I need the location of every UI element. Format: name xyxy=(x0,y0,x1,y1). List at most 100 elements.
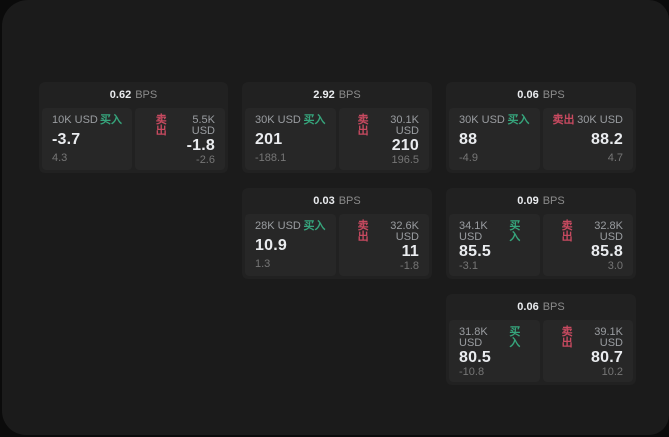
buy-notional: 31.8K USD xyxy=(459,326,488,349)
bps-header: 0.06 BPS xyxy=(446,82,636,108)
bps-value: 0.06 xyxy=(517,300,539,313)
buy-notional: 30K USD xyxy=(255,114,301,126)
sell-side-label: 卖出 xyxy=(561,326,573,349)
buy-quote-tile[interactable]: 10K USD 买入 -3.7 4.3 xyxy=(42,108,132,170)
sell-delta: 3.0 xyxy=(607,259,623,272)
quote-card-body: 30K USD 买入 201 -188.1 卖出 30.1K USD 210 1… xyxy=(242,108,432,173)
quote-card: 0.62 BPS 10K USD 买入 -3.7 4.3 卖出 5.5K USD… xyxy=(39,82,228,173)
buy-side-label: 买入 xyxy=(509,220,521,243)
buy-price: 85.5 xyxy=(459,243,491,260)
buy-notional: 34.1K USD xyxy=(459,220,488,243)
sell-quote-tile[interactable]: 卖出 30K USD 88.2 4.7 xyxy=(542,108,633,170)
bps-unit-label: BPS xyxy=(338,88,361,101)
buy-quote-tile[interactable]: 28K USD 买入 10.9 1.3 xyxy=(245,214,336,276)
buy-delta: 4.3 xyxy=(52,152,68,164)
quote-card: 0.06 BPS 30K USD 买入 88 -4.9 卖出 30K USD 8… xyxy=(446,82,636,173)
sell-notional: 32.8K USD xyxy=(594,220,623,243)
bps-value: 0.03 xyxy=(313,194,335,207)
sell-notional: 5.5K USD xyxy=(191,114,215,137)
sell-notional: 32.6K USD xyxy=(390,220,419,243)
bps-unit-label: BPS xyxy=(542,300,565,313)
sell-tile-top-row: 卖出 39.1K USD xyxy=(553,326,623,349)
quote-card-body: 28K USD 买入 10.9 1.3 卖出 32.6K USD 11 -1.8 xyxy=(242,214,432,279)
sell-price: 85.8 xyxy=(591,243,623,260)
sell-delta: 196.5 xyxy=(391,153,419,166)
buy-price: 80.5 xyxy=(459,349,491,366)
sell-tile-top-row: 卖出 5.5K USD xyxy=(145,115,215,137)
sell-delta: -1.8 xyxy=(400,259,419,272)
sell-delta: -2.6 xyxy=(196,153,215,166)
bps-unit-label: BPS xyxy=(338,194,361,207)
buy-quote-tile[interactable]: 30K USD 买入 201 -188.1 xyxy=(245,108,336,170)
buy-tile-top-row: 30K USD 买入 xyxy=(459,115,530,126)
quote-cards-grid: 0.62 BPS 10K USD 买入 -3.7 4.3 卖出 5.5K USD… xyxy=(39,82,636,385)
buy-tile-top-row: 30K USD 买入 xyxy=(255,115,326,126)
bps-value: 0.09 xyxy=(517,194,539,207)
quote-card: 0.09 BPS 34.1K USD 买入 85.5 -3.1 卖出 32.8K… xyxy=(446,188,636,279)
sell-side-label: 卖出 xyxy=(357,220,369,243)
sell-price: 210 xyxy=(391,137,419,154)
bps-value: 0.62 xyxy=(109,88,132,101)
sell-side-label: 卖出 xyxy=(155,114,167,137)
bps-header: 0.62 BPS xyxy=(39,82,228,108)
buy-quote-tile[interactable]: 30K USD 买入 88 -4.9 xyxy=(449,108,540,170)
sell-price: -1.8 xyxy=(186,137,215,154)
buy-quote-tile[interactable]: 31.8K USD 买入 80.5 -10.8 xyxy=(449,320,540,382)
bps-unit-label: BPS xyxy=(542,88,565,101)
buy-side-label: 买入 xyxy=(303,114,326,126)
buy-delta: 1.3 xyxy=(255,258,271,270)
sell-quote-tile[interactable]: 卖出 32.8K USD 85.8 3.0 xyxy=(542,214,633,276)
sell-side-label: 卖出 xyxy=(357,114,369,137)
quote-card: 0.06 BPS 31.8K USD 买入 80.5 -10.8 卖出 39.1… xyxy=(446,294,636,385)
quote-card: 0.03 BPS 28K USD 买入 10.9 1.3 卖出 32.6K US… xyxy=(242,188,432,279)
buy-quote-tile[interactable]: 34.1K USD 买入 85.5 -3.1 xyxy=(449,214,540,276)
buy-notional: 28K USD xyxy=(255,220,301,232)
sell-notional: 39.1K USD xyxy=(594,326,623,349)
buy-side-label: 买入 xyxy=(507,114,530,126)
sell-side-label: 卖出 xyxy=(552,114,575,126)
sell-quote-tile[interactable]: 卖出 32.6K USD 11 -1.8 xyxy=(338,214,429,276)
sell-price: 80.7 xyxy=(591,349,623,366)
buy-notional: 30K USD xyxy=(459,114,505,126)
buy-tile-top-row: 28K USD 买入 xyxy=(255,221,326,232)
buy-delta: -10.8 xyxy=(459,365,485,378)
quote-card-body: 30K USD 买入 88 -4.9 卖出 30K USD 88.2 4.7 xyxy=(446,108,636,173)
quote-card-body: 34.1K USD 买入 85.5 -3.1 卖出 32.8K USD 85.8… xyxy=(446,214,636,279)
buy-tile-top-row: 31.8K USD 买入 xyxy=(459,327,530,349)
quote-card-body: 31.8K USD 买入 80.5 -10.8 卖出 39.1K USD 80.… xyxy=(446,320,636,385)
bps-header: 0.09 BPS xyxy=(446,188,636,214)
sell-tile-top-row: 卖出 32.8K USD xyxy=(553,220,623,243)
buy-delta: -188.1 xyxy=(255,152,287,164)
buy-delta: -3.1 xyxy=(459,259,478,272)
sell-tile-top-row: 卖出 30.1K USD xyxy=(349,114,419,137)
buy-side-label: 买入 xyxy=(509,326,521,349)
buy-price: 201 xyxy=(255,130,283,148)
bps-unit-label: BPS xyxy=(135,88,158,101)
buy-tile-top-row: 10K USD 买入 xyxy=(52,115,122,126)
sell-notional: 30K USD xyxy=(577,114,623,126)
sell-price: 88.2 xyxy=(591,130,623,148)
bps-header: 0.03 BPS xyxy=(242,188,432,214)
sell-tile-top-row: 卖出 30K USD xyxy=(553,115,624,126)
buy-side-label: 买入 xyxy=(100,114,122,126)
quote-card: 2.92 BPS 30K USD 买入 201 -188.1 卖出 30.1K … xyxy=(242,82,432,173)
quote-card-body: 10K USD 买入 -3.7 4.3 卖出 5.5K USD -1.8 -2.… xyxy=(39,108,228,173)
sell-delta: 10.2 xyxy=(601,365,623,378)
bps-value: 0.06 xyxy=(517,88,539,101)
sell-notional: 30.1K USD xyxy=(390,114,419,137)
sell-price: 11 xyxy=(401,243,419,260)
sell-tile-top-row: 卖出 32.6K USD xyxy=(349,220,419,243)
buy-side-label: 买入 xyxy=(303,220,326,232)
buy-delta: -4.9 xyxy=(459,152,478,164)
sell-side-label: 卖出 xyxy=(561,220,573,243)
buy-notional: 10K USD xyxy=(52,114,98,126)
buy-tile-top-row: 34.1K USD 买入 xyxy=(459,221,530,243)
sell-quote-tile[interactable]: 卖出 5.5K USD -1.8 -2.6 xyxy=(135,108,225,170)
bps-value: 2.92 xyxy=(313,88,335,101)
sell-quote-tile[interactable]: 卖出 39.1K USD 80.7 10.2 xyxy=(542,320,633,382)
buy-price: 10.9 xyxy=(255,236,287,254)
bps-header: 0.06 BPS xyxy=(446,294,636,320)
bps-unit-label: BPS xyxy=(542,194,565,207)
sell-quote-tile[interactable]: 卖出 30.1K USD 210 196.5 xyxy=(338,108,429,170)
